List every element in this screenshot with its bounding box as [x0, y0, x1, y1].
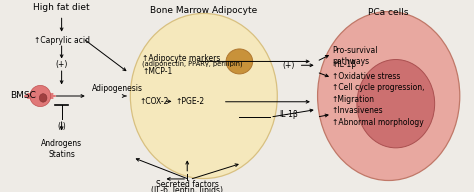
Text: Secreted factors: Secreted factors — [156, 180, 219, 190]
Text: (-): (-) — [57, 122, 66, 131]
Ellipse shape — [30, 85, 51, 107]
Ellipse shape — [318, 12, 460, 180]
Text: High fat diet: High fat diet — [33, 3, 90, 12]
Text: ↑COX-2: ↑COX-2 — [140, 97, 169, 106]
Text: BMSC: BMSC — [10, 92, 36, 100]
Ellipse shape — [39, 94, 47, 102]
Text: IL-1β: IL-1β — [280, 110, 299, 119]
Text: ↑MCP-1: ↑MCP-1 — [142, 67, 173, 76]
Text: ↑IL-1β
↑Oxidative stress
↑Cell cycle progression,
↑Migration
↑Invasivenes
↑Abnor: ↑IL-1β ↑Oxidative stress ↑Cell cycle pro… — [332, 60, 424, 127]
Text: ↑PGE-2: ↑PGE-2 — [175, 97, 204, 106]
Ellipse shape — [226, 49, 253, 74]
Text: (+): (+) — [55, 60, 68, 69]
Text: Bone Marrow Adipocyte: Bone Marrow Adipocyte — [150, 6, 257, 15]
Text: Pro-survival
pathways: Pro-survival pathways — [332, 46, 377, 66]
Text: ↑Adipocyte markers: ↑Adipocyte markers — [142, 54, 220, 63]
Text: (+): (+) — [282, 61, 294, 70]
Text: (IL-6, leptin, lipids): (IL-6, leptin, lipids) — [151, 186, 223, 192]
Ellipse shape — [130, 13, 277, 179]
Text: PCa cells: PCa cells — [368, 8, 409, 17]
Ellipse shape — [357, 60, 435, 148]
Text: (adiponectin, PPARγ, perilipin): (adiponectin, PPARγ, perilipin) — [142, 60, 243, 67]
Text: ↑Caprylic acid: ↑Caprylic acid — [34, 36, 90, 46]
Text: Androgens
Statins: Androgens Statins — [41, 139, 82, 159]
Text: Adipogenesis: Adipogenesis — [92, 84, 144, 93]
